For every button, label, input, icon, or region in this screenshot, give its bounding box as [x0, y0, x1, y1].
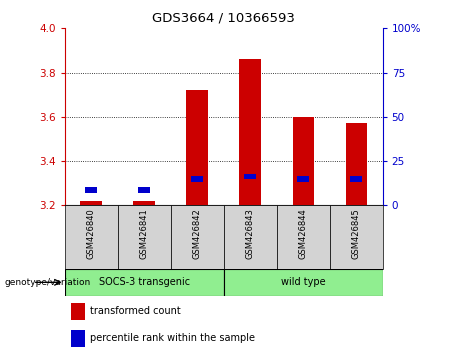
Bar [80, 201, 101, 205]
Bar [224, 269, 383, 296]
Bar [71, 303, 85, 320]
Bar [85, 187, 97, 193]
Bar [118, 205, 171, 269]
Text: genotype/variation: genotype/variation [5, 278, 91, 287]
Text: GSM426843: GSM426843 [246, 209, 254, 259]
Bar [345, 124, 366, 205]
Text: percentile rank within the sample: percentile rank within the sample [90, 333, 255, 343]
Bar [330, 205, 383, 269]
Bar [134, 201, 154, 205]
Text: GSM426844: GSM426844 [299, 209, 307, 259]
Bar [65, 269, 224, 296]
Text: GSM426841: GSM426841 [140, 209, 148, 259]
Text: GSM426845: GSM426845 [352, 209, 361, 259]
Bar [65, 205, 118, 269]
Text: SOCS-3 transgenic: SOCS-3 transgenic [99, 277, 189, 287]
Bar [186, 90, 207, 205]
Bar [224, 205, 277, 269]
Bar [71, 330, 85, 347]
Bar [277, 205, 330, 269]
Bar [138, 187, 150, 193]
Text: transformed count: transformed count [90, 306, 181, 316]
Bar [292, 117, 313, 205]
Bar [350, 176, 362, 182]
Bar [239, 59, 260, 205]
Bar [244, 174, 256, 179]
Bar [297, 176, 309, 182]
Text: GSM426842: GSM426842 [193, 209, 201, 259]
Bar [191, 176, 203, 182]
Text: GSM426840: GSM426840 [87, 209, 95, 259]
Title: GDS3664 / 10366593: GDS3664 / 10366593 [152, 11, 295, 24]
Bar [171, 205, 224, 269]
Text: wild type: wild type [281, 277, 325, 287]
